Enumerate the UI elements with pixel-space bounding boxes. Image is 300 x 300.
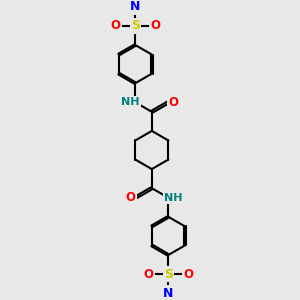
Text: NH: NH xyxy=(164,193,182,203)
Text: O: O xyxy=(126,191,136,204)
Text: O: O xyxy=(168,96,178,109)
Text: N: N xyxy=(163,287,173,300)
Text: O: O xyxy=(183,268,193,281)
Text: O: O xyxy=(110,20,121,32)
Text: NH: NH xyxy=(122,97,140,107)
Text: S: S xyxy=(164,268,173,281)
Text: S: S xyxy=(131,20,140,32)
Text: O: O xyxy=(150,20,160,32)
Text: O: O xyxy=(143,268,154,281)
Text: N: N xyxy=(130,0,140,13)
